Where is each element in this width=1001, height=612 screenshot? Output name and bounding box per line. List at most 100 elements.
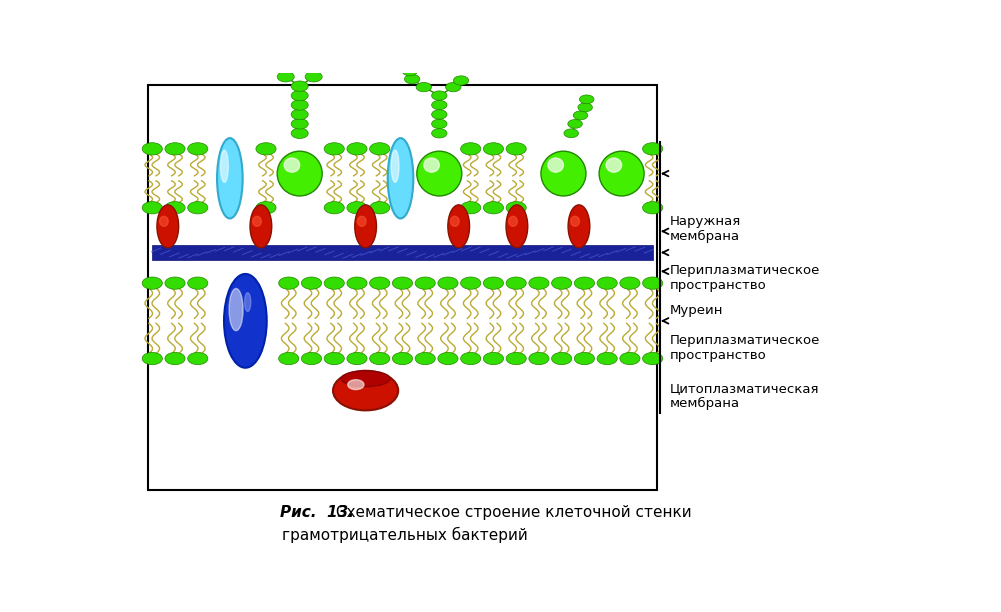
Circle shape bbox=[507, 201, 527, 214]
Circle shape bbox=[187, 201, 208, 214]
Circle shape bbox=[597, 277, 618, 289]
Circle shape bbox=[347, 277, 367, 289]
Text: Периплазматическое
пространство: Периплазматическое пространство bbox=[670, 264, 820, 293]
Ellipse shape bbox=[507, 205, 528, 248]
Circle shape bbox=[460, 353, 480, 365]
Circle shape bbox=[291, 119, 308, 129]
Circle shape bbox=[445, 83, 460, 92]
Circle shape bbox=[453, 76, 468, 85]
Circle shape bbox=[620, 353, 640, 365]
Circle shape bbox=[187, 277, 208, 289]
Circle shape bbox=[165, 201, 185, 214]
Circle shape bbox=[580, 95, 594, 104]
Text: грамотрицательных бактерий: грамотрицательных бактерий bbox=[281, 527, 528, 543]
Ellipse shape bbox=[357, 216, 366, 226]
Circle shape bbox=[333, 371, 398, 411]
Text: Периплазматическое
пространство: Периплазматическое пространство bbox=[670, 334, 820, 362]
Circle shape bbox=[507, 353, 527, 365]
Circle shape bbox=[142, 201, 162, 214]
Ellipse shape bbox=[600, 151, 644, 196]
Circle shape bbox=[415, 353, 435, 365]
Circle shape bbox=[165, 143, 185, 155]
Circle shape bbox=[291, 128, 308, 138]
Circle shape bbox=[564, 129, 579, 138]
Circle shape bbox=[369, 277, 389, 289]
Ellipse shape bbox=[277, 151, 322, 196]
Circle shape bbox=[460, 277, 480, 289]
Circle shape bbox=[323, 55, 340, 65]
Circle shape bbox=[460, 201, 480, 214]
Circle shape bbox=[574, 111, 588, 120]
Ellipse shape bbox=[387, 138, 413, 218]
Circle shape bbox=[165, 277, 185, 289]
Circle shape bbox=[597, 353, 618, 365]
Circle shape bbox=[369, 201, 389, 214]
Circle shape bbox=[291, 100, 308, 110]
Circle shape bbox=[507, 277, 527, 289]
Circle shape bbox=[404, 75, 419, 84]
Text: Муреин: Муреин bbox=[670, 304, 723, 317]
Ellipse shape bbox=[220, 150, 228, 182]
Circle shape bbox=[301, 277, 321, 289]
Ellipse shape bbox=[569, 205, 590, 248]
Ellipse shape bbox=[548, 158, 564, 172]
Circle shape bbox=[568, 119, 583, 129]
Circle shape bbox=[431, 129, 447, 138]
Ellipse shape bbox=[159, 216, 168, 226]
Circle shape bbox=[483, 277, 504, 289]
Circle shape bbox=[324, 201, 344, 214]
Ellipse shape bbox=[354, 205, 376, 248]
Circle shape bbox=[643, 201, 663, 214]
Text: Цитоплазматическая
мембрана: Цитоплазматическая мембрана bbox=[670, 382, 819, 410]
Circle shape bbox=[392, 353, 412, 365]
Ellipse shape bbox=[252, 216, 261, 226]
Circle shape bbox=[431, 110, 447, 119]
Circle shape bbox=[415, 277, 435, 289]
Ellipse shape bbox=[244, 293, 251, 312]
Circle shape bbox=[142, 353, 162, 365]
Circle shape bbox=[402, 67, 417, 76]
Circle shape bbox=[277, 72, 294, 82]
Ellipse shape bbox=[217, 138, 242, 218]
Ellipse shape bbox=[509, 216, 518, 226]
Circle shape bbox=[347, 201, 367, 214]
Circle shape bbox=[483, 201, 504, 214]
Circle shape bbox=[578, 103, 593, 112]
Circle shape bbox=[529, 353, 549, 365]
Ellipse shape bbox=[341, 371, 390, 387]
Circle shape bbox=[620, 277, 640, 289]
Circle shape bbox=[369, 353, 389, 365]
Ellipse shape bbox=[571, 216, 580, 226]
Circle shape bbox=[392, 277, 412, 289]
Circle shape bbox=[187, 143, 208, 155]
Bar bbox=[148, 85, 657, 490]
Circle shape bbox=[256, 143, 276, 155]
Text: Наружная
мембрана: Наружная мембрана bbox=[670, 215, 741, 243]
Circle shape bbox=[575, 353, 595, 365]
Text: Рис.  13.: Рис. 13. bbox=[280, 505, 354, 520]
Circle shape bbox=[324, 353, 344, 365]
Circle shape bbox=[643, 143, 663, 155]
Ellipse shape bbox=[423, 158, 439, 172]
Ellipse shape bbox=[447, 205, 469, 248]
Circle shape bbox=[402, 59, 417, 68]
Circle shape bbox=[187, 353, 208, 365]
Circle shape bbox=[643, 353, 663, 365]
Ellipse shape bbox=[229, 288, 243, 330]
Circle shape bbox=[256, 201, 276, 214]
Circle shape bbox=[278, 277, 299, 289]
Circle shape bbox=[460, 143, 480, 155]
Circle shape bbox=[347, 143, 367, 155]
Ellipse shape bbox=[416, 151, 461, 196]
Circle shape bbox=[552, 353, 572, 365]
Ellipse shape bbox=[450, 216, 459, 226]
Circle shape bbox=[264, 62, 281, 72]
Ellipse shape bbox=[391, 150, 399, 182]
Circle shape bbox=[318, 62, 335, 72]
Circle shape bbox=[254, 55, 271, 65]
Circle shape bbox=[416, 83, 431, 92]
Circle shape bbox=[324, 143, 344, 155]
Circle shape bbox=[324, 277, 344, 289]
Ellipse shape bbox=[250, 205, 271, 248]
Ellipse shape bbox=[607, 158, 622, 172]
